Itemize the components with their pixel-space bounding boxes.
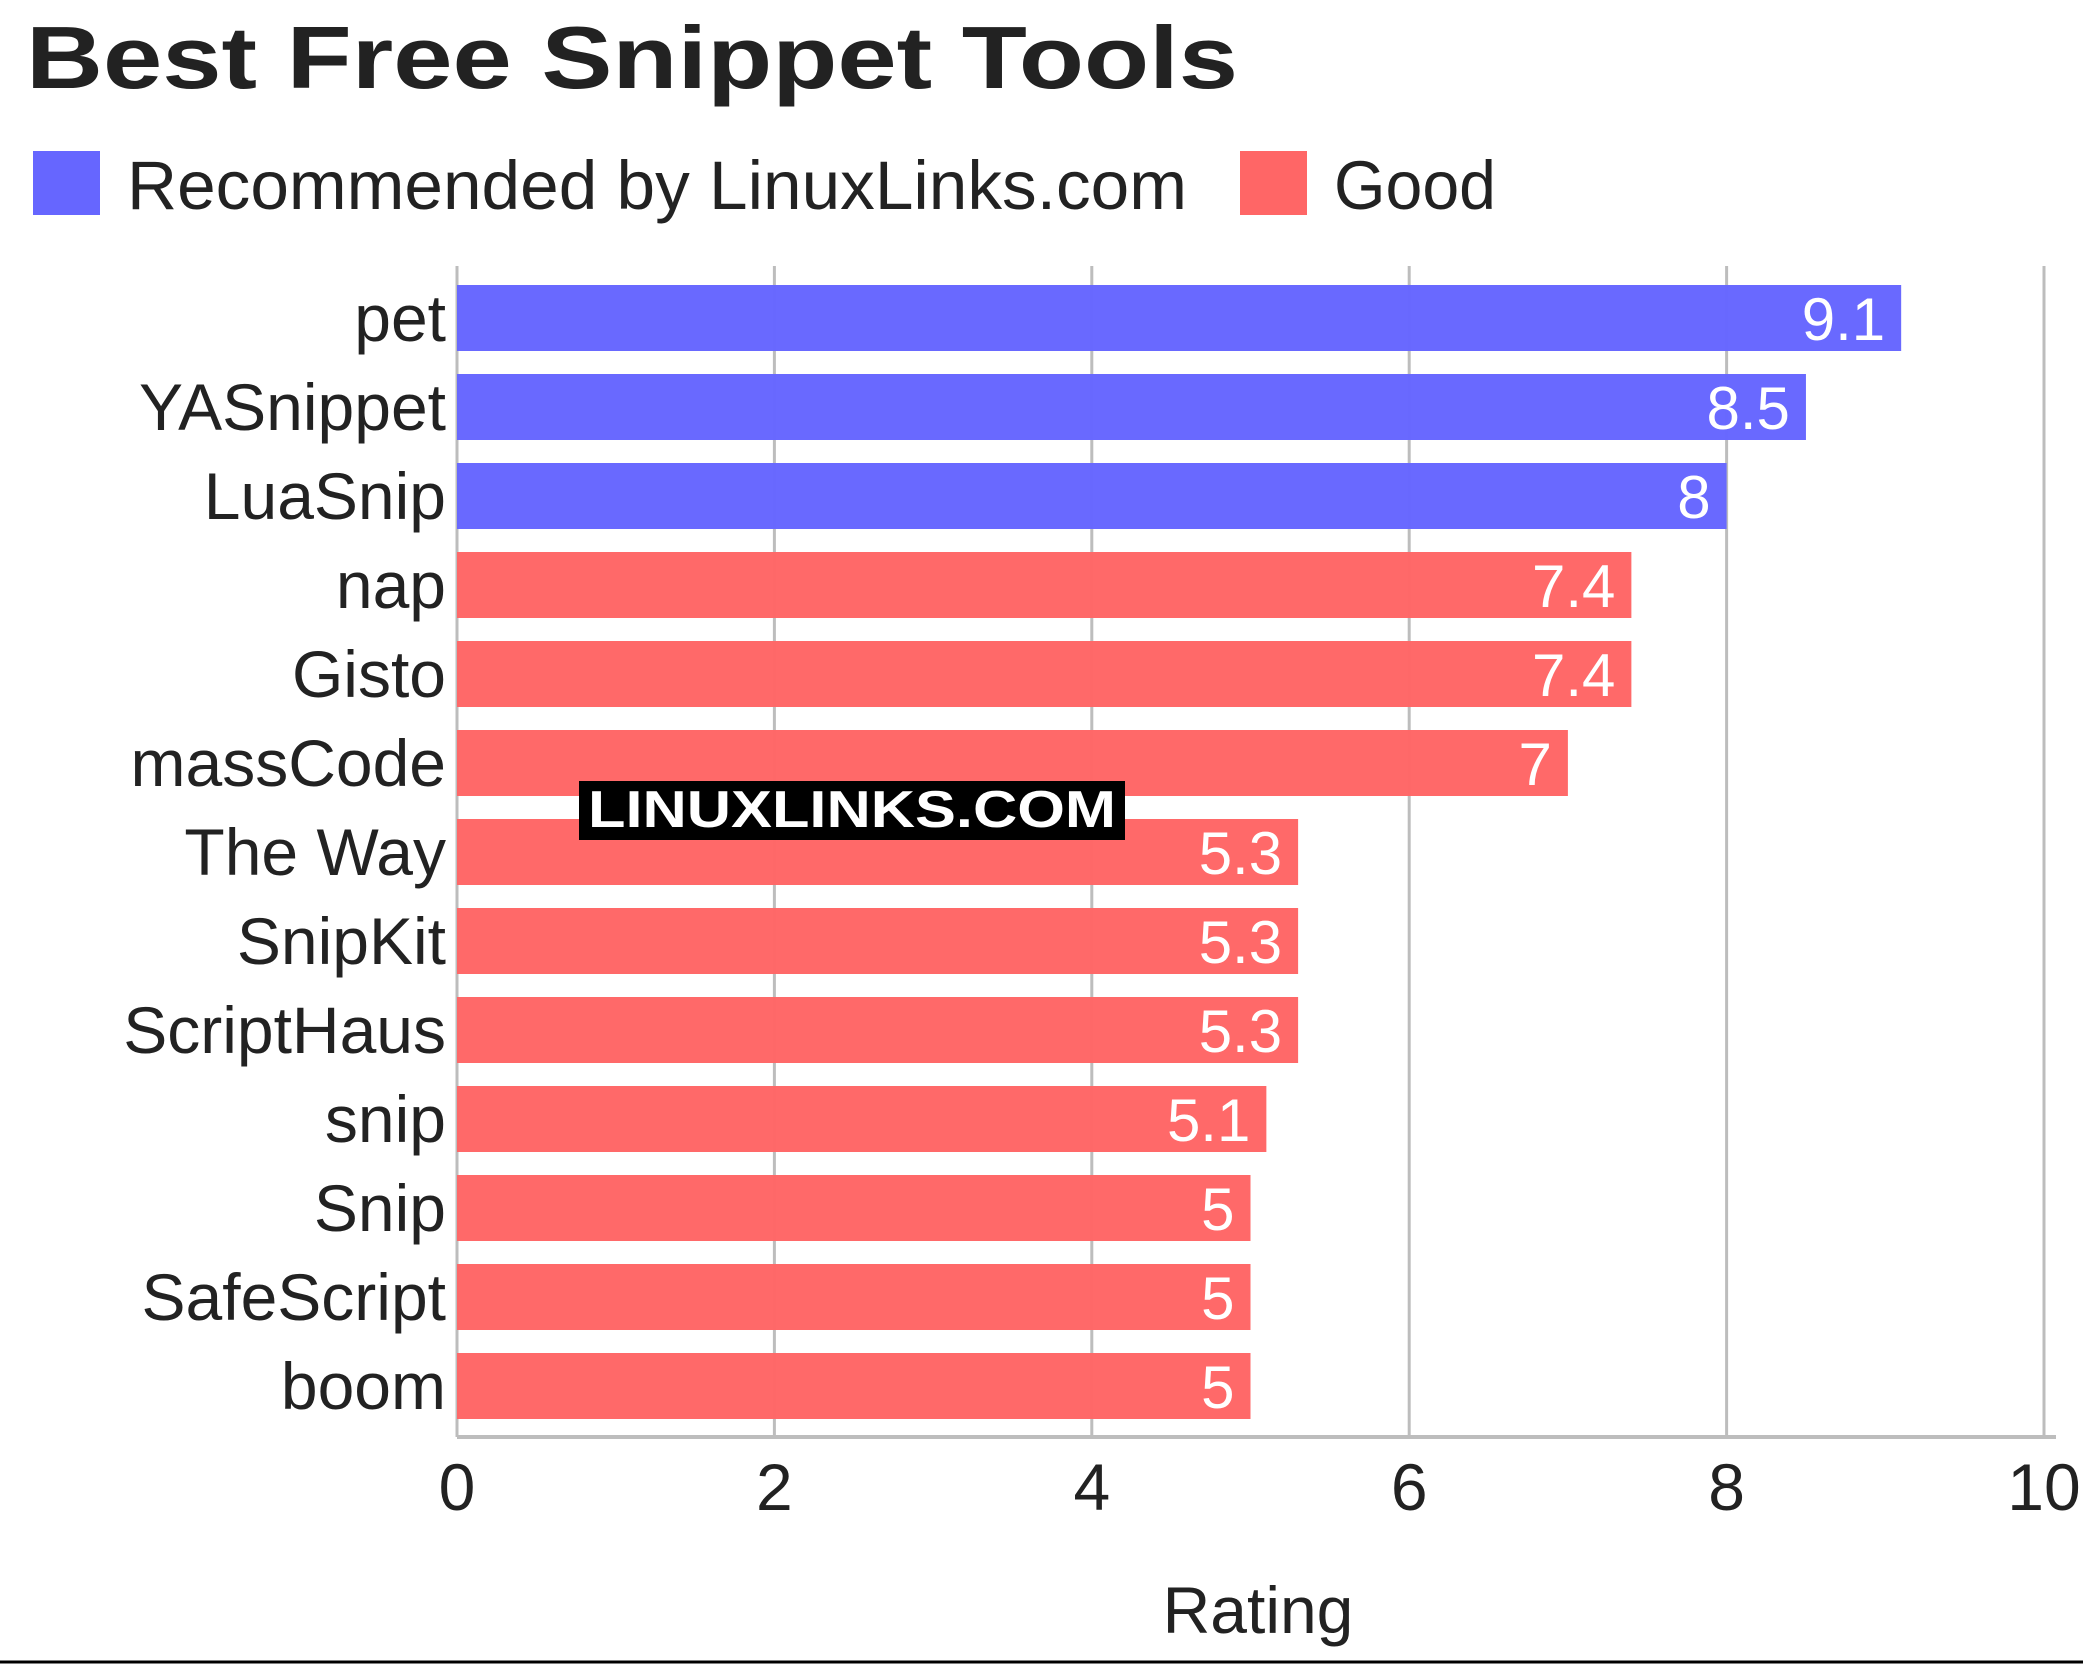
y-tick-label: SnipKit xyxy=(237,904,446,978)
bar xyxy=(457,285,1902,351)
value-label: 5.3 xyxy=(1199,820,1282,887)
y-tick-label: LuaSnip xyxy=(204,459,446,533)
x-tick-label: 4 xyxy=(1073,1450,1110,1524)
bar xyxy=(457,1175,1251,1241)
value-label: 5.3 xyxy=(1199,998,1282,1065)
y-tick-label: Gisto xyxy=(292,637,446,711)
y-tick-label: pet xyxy=(354,281,446,355)
y-tick-label: Snip xyxy=(314,1171,446,1245)
y-tick-label: massCode xyxy=(131,726,446,800)
bar xyxy=(457,374,1806,440)
y-tick-label: SafeScript xyxy=(142,1260,446,1334)
x-tick-label: 6 xyxy=(1391,1450,1428,1524)
x-tick-label: 8 xyxy=(1708,1450,1745,1524)
value-label: 5 xyxy=(1201,1354,1234,1421)
value-label: 5.1 xyxy=(1167,1087,1250,1154)
legend: Recommended by LinuxLinks.com Good xyxy=(33,147,1496,224)
bar xyxy=(457,997,1299,1063)
legend-label-recommended: Recommended by LinuxLinks.com xyxy=(127,147,1187,224)
bar xyxy=(457,1086,1267,1152)
value-label: 8 xyxy=(1677,464,1710,531)
y-tick-label: boom xyxy=(281,1349,446,1423)
y-tick-labels: pet YASnippet LuaSnip nap Gisto massCode The W… xyxy=(123,281,446,1423)
watermark: LINUXLINKS.COM xyxy=(579,781,1125,840)
bar xyxy=(457,1264,1251,1330)
watermark-text: LINUXLINKS.COM xyxy=(588,781,1116,839)
y-tick-label: YASnippet xyxy=(139,370,446,444)
y-tick-label: ScriptHaus xyxy=(123,993,446,1067)
value-label: 5 xyxy=(1201,1265,1234,1332)
bar xyxy=(457,641,1632,707)
bar xyxy=(457,552,1632,618)
value-label: 7 xyxy=(1519,731,1552,798)
bar xyxy=(457,463,1727,529)
legend-swatch-recommended xyxy=(33,151,100,215)
value-labels: 9.18.5 8 7.4 7.4 7 5.3 5.3 5.3 5.1 5 5 5 xyxy=(1167,286,1885,1421)
bar xyxy=(457,1353,1251,1419)
y-tick-label: snip xyxy=(325,1082,446,1156)
legend-label-good: Good xyxy=(1334,147,1496,224)
x-axis-label: Rating xyxy=(1163,1573,1354,1647)
bar xyxy=(457,908,1299,974)
value-label: 8.5 xyxy=(1707,375,1790,442)
x-tick-label: 2 xyxy=(756,1450,793,1524)
value-label: 7.4 xyxy=(1532,553,1615,620)
x-tick-label: 0 xyxy=(439,1450,476,1524)
value-label: 5.3 xyxy=(1199,909,1282,976)
chart-title: Best Free Snippet Tools xyxy=(26,8,1238,107)
legend-swatch-good xyxy=(1240,151,1307,215)
bars xyxy=(457,285,1902,1419)
y-tick-label: The Way xyxy=(184,815,446,889)
value-label: 7.4 xyxy=(1532,642,1615,709)
x-axis: 0 2 4 6 8 10 xyxy=(439,1435,2081,1524)
y-tick-label: nap xyxy=(336,548,446,622)
value-label: 5 xyxy=(1201,1176,1234,1243)
x-tick-label: 10 xyxy=(2007,1450,2080,1524)
value-label: 9.1 xyxy=(1802,286,1885,353)
